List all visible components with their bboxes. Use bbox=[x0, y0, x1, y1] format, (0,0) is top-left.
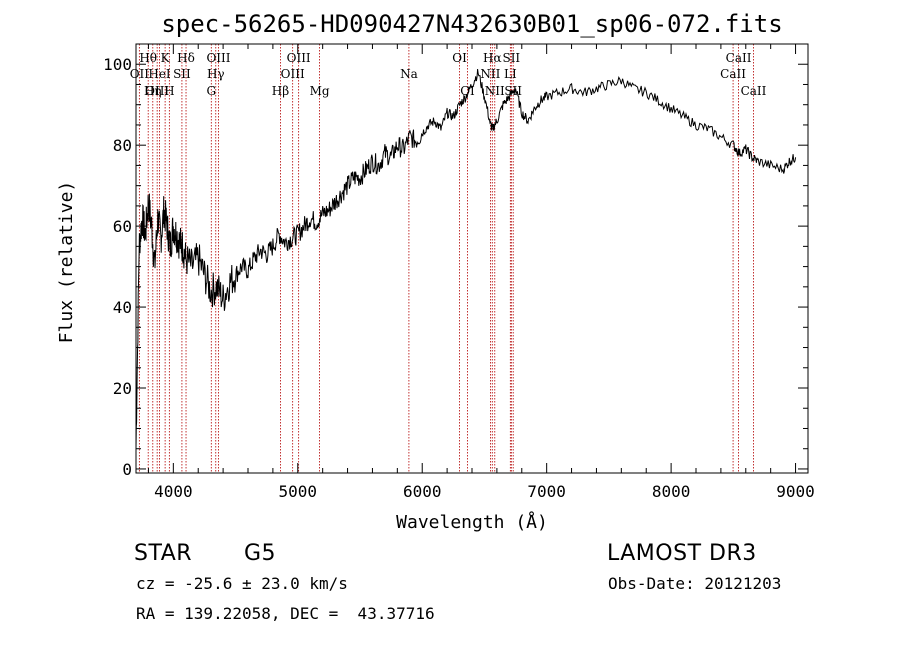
x-tick-label: 4000 bbox=[154, 482, 193, 501]
spectral-line-label: NII bbox=[480, 67, 500, 81]
redshift-readout: cz = -25.6 ± 23.0 km/s bbox=[136, 574, 348, 593]
x-tick-label: 5000 bbox=[279, 482, 318, 501]
spectral-line-label: Hγ bbox=[207, 67, 225, 81]
spectral-lines-layer bbox=[138, 44, 754, 473]
observation-date: Obs-Date: 20121203 bbox=[608, 574, 782, 593]
spectral-line-label: CaII bbox=[741, 84, 767, 98]
spectral-line-label: Hα bbox=[483, 51, 502, 65]
coordinates-readout: RA = 139.22058, DEC = 43.37716 bbox=[136, 604, 435, 623]
spectral-line-label: Mg bbox=[310, 84, 330, 98]
object-class: STAR bbox=[134, 541, 193, 566]
x-tick-label: 6000 bbox=[403, 482, 442, 501]
x-tick-label: 9000 bbox=[776, 482, 815, 501]
spectral-line-label: OIII bbox=[145, 84, 169, 98]
y-tick-label: 60 bbox=[113, 217, 132, 236]
spectral-line-label: OII bbox=[130, 67, 150, 81]
y-axis-label: Flux (relative) bbox=[56, 181, 77, 344]
object-subclass: G5 bbox=[244, 541, 277, 566]
spectral-line-label: Hδ bbox=[177, 51, 195, 65]
spectral-line-label: K bbox=[161, 51, 171, 65]
spectral-line-label: G bbox=[206, 84, 216, 98]
plot-frame bbox=[135, 43, 809, 474]
spectral-line-label: SII bbox=[502, 51, 520, 65]
y-tick-label: 20 bbox=[113, 379, 132, 398]
y-tick-label: 40 bbox=[113, 298, 132, 317]
spectral-line-label: Hη bbox=[144, 84, 162, 98]
spectral-line-label: OI bbox=[452, 51, 467, 65]
spectral-line-label: NII bbox=[485, 84, 505, 98]
spectral-line-label: CaII bbox=[726, 51, 752, 65]
spectral-line-label: Hβ bbox=[272, 84, 289, 98]
flux-series-line bbox=[135, 68, 797, 450]
spectral-line-label: CaII bbox=[720, 67, 746, 81]
x-axis-label: Wavelength (Å) bbox=[396, 511, 548, 533]
spectral-line-label: Na bbox=[400, 67, 418, 81]
spectral-line-label: OIII bbox=[206, 51, 230, 65]
survey-name: LAMOST DR3 bbox=[607, 541, 757, 566]
spectral-line-label: LI bbox=[504, 67, 517, 81]
spectral-line-label: HeI bbox=[148, 67, 171, 81]
x-tick-label: 7000 bbox=[527, 482, 566, 501]
spectral-line-label: OIII bbox=[281, 67, 305, 81]
chart-title: spec-56265-HD090427N432630B01_sp06-072.f… bbox=[161, 10, 782, 38]
y-tick-label: 80 bbox=[113, 136, 132, 155]
x-tick-label: 8000 bbox=[652, 482, 691, 501]
spectral-line-label: Hθ bbox=[139, 51, 157, 65]
spectral-line-label: H bbox=[164, 84, 174, 98]
y-tick-label: 100 bbox=[103, 55, 132, 74]
spectral-line-label: SII bbox=[173, 67, 191, 81]
y-tick-label: 0 bbox=[122, 460, 132, 479]
spectral-line-label: OIII bbox=[287, 51, 311, 65]
axis-ticks-layer: 4000 5000 6000 7000 8000 9000 0 20 40 60 80 100 bbox=[103, 44, 815, 501]
